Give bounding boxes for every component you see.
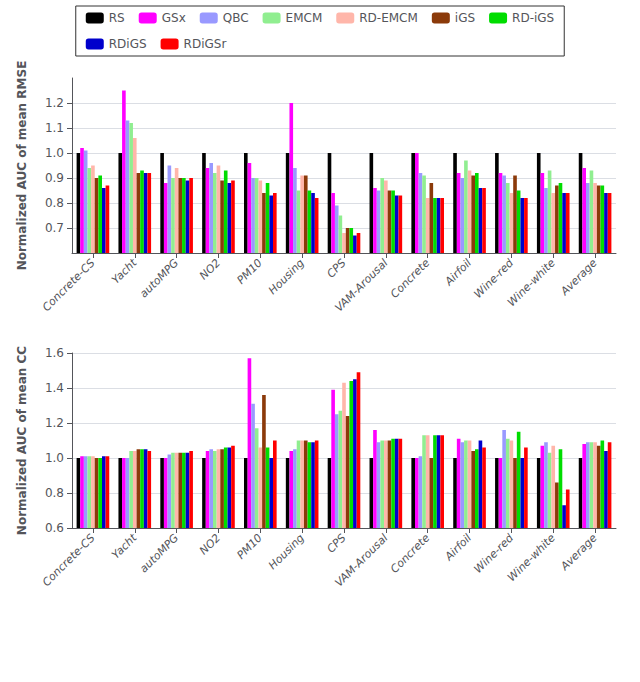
svg-text:0.9: 0.9	[45, 171, 64, 185]
svg-text:Yacht: Yacht	[109, 256, 140, 287]
svg-text:PM10: PM10	[234, 256, 264, 286]
svg-text:Average: Average	[557, 256, 599, 298]
svg-text:Concrete: Concrete	[388, 256, 433, 301]
svg-text:0.7: 0.7	[45, 221, 64, 235]
svg-text:Concrete: Concrete	[388, 531, 433, 576]
svg-text:1.1: 1.1	[45, 121, 64, 135]
svg-text:Normalized AUC of mean RMSE: Normalized AUC of mean RMSE	[15, 61, 29, 271]
svg-text:VAM-Arousal: VAM-Arousal	[332, 531, 390, 589]
svg-text:RD-EMCM: RD-EMCM	[359, 11, 418, 25]
svg-text:Concrete-CS: Concrete-CS	[40, 531, 98, 589]
svg-text:NO2: NO2	[197, 256, 223, 282]
svg-text:1.4: 1.4	[45, 381, 64, 395]
svg-text:PM10: PM10	[234, 531, 264, 561]
svg-text:RDiGS: RDiGS	[109, 37, 147, 51]
svg-text:Airfoil: Airfoil	[442, 256, 474, 288]
svg-text:EMCM: EMCM	[286, 11, 323, 25]
svg-text:RD-iGS: RD-iGS	[512, 11, 554, 25]
svg-text:0.6: 0.6	[45, 521, 64, 535]
svg-text:autoMPG: autoMPG	[137, 531, 181, 575]
svg-text:Airfoil: Airfoil	[442, 531, 474, 563]
svg-text:iGS: iGS	[455, 11, 475, 25]
svg-text:Concrete-CS: Concrete-CS	[40, 256, 98, 314]
svg-text:CPS: CPS	[324, 256, 348, 280]
svg-text:Housing: Housing	[266, 531, 307, 572]
svg-text:Wine-red: Wine-red	[471, 256, 516, 301]
svg-text:Housing: Housing	[266, 256, 307, 297]
svg-text:1.0: 1.0	[45, 146, 64, 160]
svg-text:1.6: 1.6	[45, 346, 64, 360]
svg-text:0.8: 0.8	[45, 486, 64, 500]
svg-text:RDiGSr: RDiGSr	[184, 37, 227, 51]
svg-text:RS: RS	[109, 11, 125, 25]
svg-text:Wine-red: Wine-red	[471, 531, 516, 576]
svg-text:Wine-white: Wine-white	[505, 256, 558, 309]
svg-text:Wine-white: Wine-white	[505, 531, 558, 584]
svg-text:NO2: NO2	[197, 531, 223, 557]
svg-text:QBC: QBC	[223, 11, 249, 25]
svg-text:Yacht: Yacht	[109, 531, 140, 562]
svg-text:Average: Average	[557, 531, 599, 573]
svg-text:CPS: CPS	[324, 531, 348, 555]
svg-text:Normalized AUC of mean CC: Normalized AUC of mean CC	[15, 346, 29, 535]
svg-text:1.0: 1.0	[45, 451, 64, 465]
svg-text:GSx: GSx	[162, 11, 186, 25]
svg-text:autoMPG: autoMPG	[137, 256, 181, 300]
svg-text:0.8: 0.8	[45, 196, 64, 210]
svg-text:VAM-Arousal: VAM-Arousal	[332, 256, 390, 314]
svg-text:1.2: 1.2	[45, 416, 64, 430]
svg-text:1.2: 1.2	[45, 96, 64, 110]
